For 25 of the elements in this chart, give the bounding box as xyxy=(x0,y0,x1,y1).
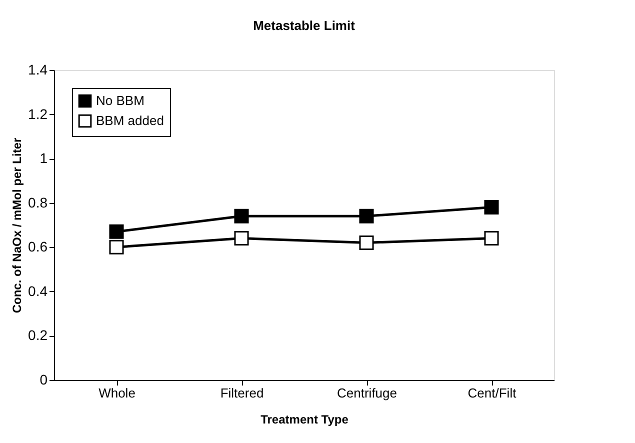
x-tick-label: Cent/Filt xyxy=(468,386,517,400)
point xyxy=(109,224,124,239)
y-tick-label: 0.8 xyxy=(28,194,48,210)
y-tick-label: 0.4 xyxy=(28,282,48,299)
y-tick-label: 1 xyxy=(40,150,48,166)
point xyxy=(484,200,499,215)
point xyxy=(234,208,249,224)
legend-label: No BBM xyxy=(96,93,144,108)
point xyxy=(234,231,249,246)
point xyxy=(109,240,124,254)
y-axis-title: Conc. of NaOx / mMol per Liter xyxy=(10,137,24,314)
y-tick-label: 1.2 xyxy=(28,106,48,122)
y-tick-label: 0.2 xyxy=(28,327,48,344)
point xyxy=(359,235,374,250)
point xyxy=(359,208,374,224)
x-axis-title: Treatment Type xyxy=(260,412,349,426)
point xyxy=(484,231,499,246)
legend-label: BBM added xyxy=(96,113,164,128)
y-tick-label: 1.4 xyxy=(28,62,48,78)
x-tick-label: Whole xyxy=(98,386,136,400)
x-tick-label: Filtered xyxy=(220,386,264,400)
y-tick-label: 0 xyxy=(40,372,48,388)
y-tick-label: 0.6 xyxy=(28,238,48,255)
x-tick-label: Centrifuge xyxy=(337,386,397,400)
chart-title: Metastable Limit xyxy=(253,18,356,33)
